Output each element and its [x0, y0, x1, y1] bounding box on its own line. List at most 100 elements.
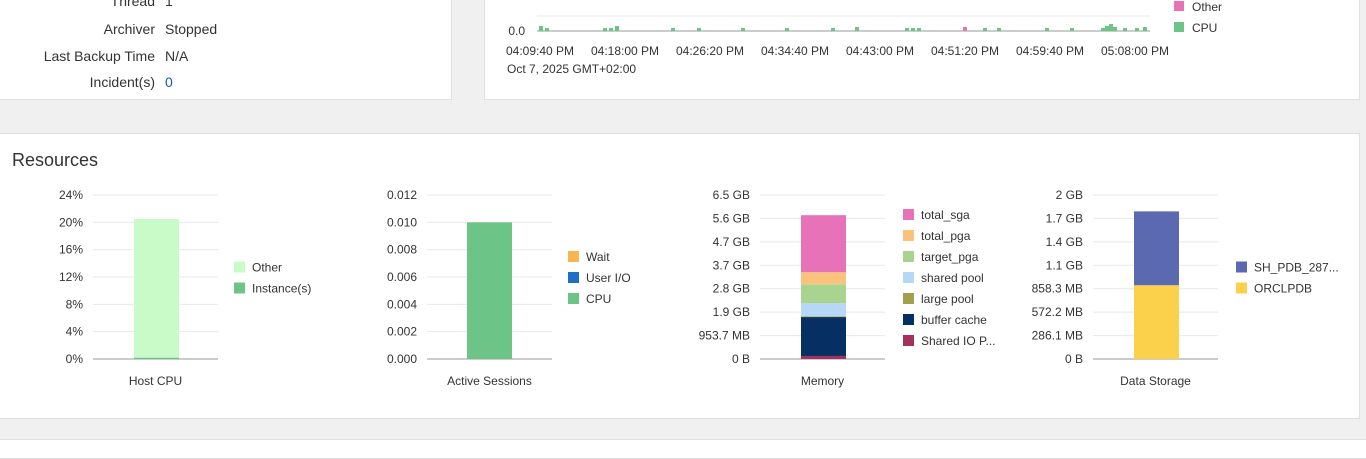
- legend-label: total_pga: [921, 229, 971, 243]
- resource-chart-memory: 6.5 GB 5.6 GB 4.7 GB 3.7 GB 2.8 GB 1.9 GB 953.…: [699, 188, 996, 388]
- activity-bars: [539, 24, 1147, 31]
- database-summary-panel: Thread 1 Archiver Stopped Last Backup Ti…: [0, 0, 452, 100]
- legend-label: total_sga: [921, 208, 970, 222]
- y-tick-label: 3.7 GB: [713, 258, 750, 272]
- legend-item-cpu[interactable]: CPU: [1174, 21, 1217, 35]
- legend-swatch: [903, 293, 914, 304]
- activity-bar: [1070, 28, 1074, 31]
- legend-label: large pool: [921, 292, 974, 306]
- summary-value: 1: [165, 0, 173, 9]
- y-tick-label: 0 B: [732, 352, 750, 366]
- chart-title: Memory: [801, 374, 844, 388]
- legend-swatch: [1174, 22, 1184, 32]
- y-tick-label: 24%: [59, 188, 83, 202]
- y-tick-label: 20%: [59, 215, 83, 229]
- activity-bar: [697, 28, 701, 31]
- activity-bar: [855, 27, 859, 31]
- activity-bar: [603, 28, 607, 31]
- bar-segment-cpu[interactable]: [467, 222, 512, 359]
- legend-swatch: [1236, 282, 1247, 294]
- activity-bar: [1123, 28, 1127, 31]
- legend-swatch: [234, 282, 245, 294]
- activity-bar: [1105, 26, 1109, 31]
- activity-bar: [671, 28, 675, 31]
- y-tick-label: 2.8 GB: [713, 282, 750, 296]
- activity-bar: [615, 26, 619, 31]
- activity-x-tick: 04:34:40 PM: [761, 44, 829, 58]
- chart-title: Host CPU: [129, 374, 182, 388]
- legend-item[interactable]: total_sga: [903, 208, 970, 222]
- activity-x-tick: 04:18:00 PM: [591, 44, 659, 58]
- legend-item[interactable]: large pool: [903, 292, 974, 306]
- activity-bar: [905, 28, 909, 31]
- bar-segment-shared-io-p-[interactable]: [801, 355, 846, 359]
- y-tick-label: 0.002: [387, 325, 417, 339]
- incidents-link[interactable]: 0: [165, 74, 173, 90]
- summary-label: Last Backup Time: [43, 48, 155, 64]
- y-tick-label: 1.7 GB: [1046, 211, 1083, 225]
- legend-label: Other: [1192, 0, 1222, 14]
- legend-item[interactable]: shared pool: [903, 271, 984, 285]
- y-tick-label: 4%: [66, 325, 84, 339]
- bar-segment-sh-pdb-287-[interactable]: [1134, 211, 1179, 286]
- bar-segment-other[interactable]: [134, 218, 179, 358]
- legend-swatch: [1236, 261, 1247, 273]
- activity-x-tick: 04:43:00 PM: [846, 44, 914, 58]
- legend-swatch: [1174, 1, 1184, 11]
- bar-segment-buffer-cache[interactable]: [801, 316, 846, 356]
- activity-bar: [1113, 27, 1117, 31]
- y-tick-label: 16%: [59, 243, 83, 257]
- bar-segment-total-sga[interactable]: [801, 215, 846, 273]
- legend-item[interactable]: Shared IO P...: [903, 334, 996, 348]
- legend-item[interactable]: target_pga: [903, 250, 979, 264]
- activity-x-tick: 05:08:00 PM: [1101, 44, 1169, 58]
- legend-item[interactable]: User I/O: [568, 271, 631, 285]
- y-tick-label: 8%: [66, 297, 84, 311]
- legend-swatch: [234, 261, 245, 273]
- resources-title: Resources: [12, 150, 99, 170]
- legend-item[interactable]: total_pga: [903, 229, 971, 243]
- legend-item[interactable]: SH_PDB_287...: [1236, 261, 1339, 275]
- activity-bar: [831, 28, 835, 31]
- bar-segment-large-pool[interactable]: [801, 316, 846, 318]
- legend-swatch: [903, 272, 914, 283]
- activity-bar: [911, 28, 915, 31]
- legend-label: target_pga: [921, 250, 979, 264]
- legend-item[interactable]: Other: [234, 261, 282, 275]
- y-tick-label: 1.1 GB: [1046, 258, 1083, 272]
- activity-bar: [917, 28, 921, 31]
- bar-segment-instance-s-[interactable]: [134, 357, 179, 359]
- legend-item[interactable]: CPU: [568, 292, 611, 306]
- bar-segment-target-pga[interactable]: [801, 284, 846, 304]
- y-tick-label: 0.004: [387, 297, 417, 311]
- activity-chart-panel: 0.0 04:09:40 PM 04:18:00 PM 04:26:20 PM …: [484, 0, 1360, 100]
- legend-swatch: [903, 251, 914, 262]
- activity-bar: [539, 26, 543, 31]
- legend-item[interactable]: Wait: [568, 250, 610, 264]
- bar-segment-shared-pool[interactable]: [801, 303, 846, 317]
- activity-bar: [1045, 28, 1049, 31]
- activity-bar: [997, 28, 1001, 31]
- legend-label: SH_PDB_287...: [1254, 261, 1339, 275]
- legend-item-other[interactable]: Other: [1174, 0, 1222, 14]
- bar-segment-total-pga[interactable]: [801, 272, 846, 285]
- chart-title: Data Storage: [1120, 374, 1191, 388]
- activity-x-tick: 04:59:40 PM: [1016, 44, 1084, 58]
- activity-x-tick: 04:26:20 PM: [676, 44, 744, 58]
- legend-item[interactable]: ORCLPDB: [1236, 282, 1312, 296]
- legend-item[interactable]: buffer cache: [903, 313, 987, 327]
- bar-segment-orclpdb[interactable]: [1134, 285, 1179, 359]
- legend-swatch: [568, 293, 579, 304]
- summary-label: Thread: [110, 0, 155, 9]
- summary-value: N/A: [165, 48, 189, 64]
- legend-item[interactable]: Instance(s): [234, 282, 311, 296]
- y-tick-label: 0.012: [387, 188, 417, 202]
- legend-label: Instance(s): [252, 282, 311, 296]
- activity-bar: [1101, 28, 1105, 31]
- y-tick-label: 572.2 MB: [1032, 305, 1083, 319]
- legend-label: buffer cache: [921, 313, 987, 327]
- legend-label: Shared IO P...: [921, 334, 996, 348]
- y-tick-label: 0 B: [1065, 352, 1083, 366]
- summary-label: Archiver: [103, 21, 155, 37]
